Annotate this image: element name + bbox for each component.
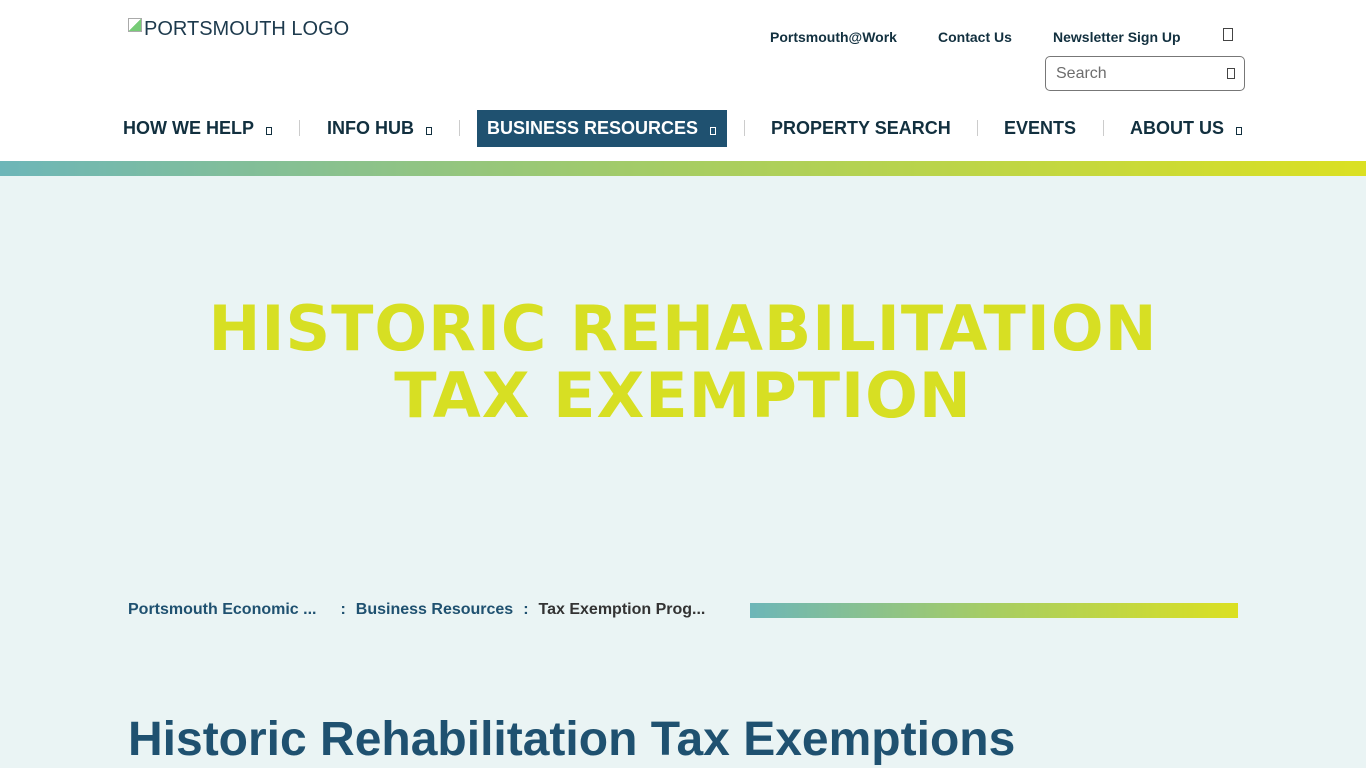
hero-title-line2: TAX EXEMPTION	[394, 359, 972, 432]
nav-label: HOW WE HELP	[123, 118, 254, 138]
page-title: Historic Rehabilitation Tax Exemptions	[128, 713, 1016, 766]
nav-about-us[interactable]: ABOUT US	[1120, 110, 1252, 147]
nav-info-hub[interactable]: INFO HUB	[317, 110, 442, 147]
chevron-down-icon	[426, 126, 432, 135]
nav-label: PROPERTY SEARCH	[771, 118, 951, 138]
newsletter-signup-link[interactable]: Newsletter Sign Up	[1053, 29, 1181, 45]
portsmouth-at-work-link[interactable]: Portsmouth@Work	[770, 29, 897, 45]
nav-divider	[459, 120, 460, 136]
hero-title-line1: HISTORIC REHABILITATION	[208, 292, 1158, 365]
nav-property-search[interactable]: PROPERTY SEARCH	[761, 110, 961, 147]
site-header: PORTSMOUTH LOGO Portsmouth@Work Contact …	[0, 0, 1366, 161]
logo-alt-text: PORTSMOUTH LOGO	[144, 18, 350, 40]
site-logo[interactable]: PORTSMOUTH LOGO	[128, 18, 349, 41]
nav-label: EVENTS	[1004, 118, 1077, 138]
breadcrumb-business-resources[interactable]: Business Resources	[355, 601, 514, 618]
nav-label: INFO HUB	[327, 118, 414, 138]
nav-divider	[1103, 120, 1104, 136]
chevron-down-icon	[1236, 126, 1242, 135]
broken-image-icon	[128, 18, 142, 32]
nav-label: BUSINESS RESOURCES	[487, 118, 699, 138]
breadcrumb-separator: :	[340, 601, 346, 618]
breadcrumb-separator: :	[523, 601, 529, 618]
breadcrumb-gradient-bar	[750, 603, 1238, 618]
search-box	[1045, 56, 1245, 91]
search-input[interactable]	[1056, 65, 1216, 83]
gradient-band	[0, 161, 1366, 176]
nav-divider	[744, 120, 745, 136]
breadcrumb: Portsmouth Economic ... : Business Resou…	[128, 601, 705, 619]
hero-title: HISTORIC REHABILITATION TAX EXEMPTION	[0, 295, 1366, 429]
nav-divider	[299, 120, 300, 136]
nav-business-resources[interactable]: BUSINESS RESOURCES	[477, 110, 727, 147]
nav-divider	[977, 120, 978, 136]
chevron-down-icon	[710, 126, 717, 135]
social-icon[interactable]	[1223, 28, 1233, 41]
nav-events[interactable]: EVENTS	[994, 110, 1086, 147]
search-icon[interactable]	[1227, 68, 1235, 79]
chevron-down-icon	[266, 126, 272, 135]
contact-us-link[interactable]: Contact Us	[938, 29, 1012, 45]
breadcrumb-home[interactable]: Portsmouth Economic ...	[128, 601, 317, 618]
nav-how-we-help[interactable]: HOW WE HELP	[113, 110, 282, 147]
nav-label: ABOUT US	[1130, 118, 1224, 138]
breadcrumb-current: Tax Exemption Prog...	[538, 601, 706, 618]
